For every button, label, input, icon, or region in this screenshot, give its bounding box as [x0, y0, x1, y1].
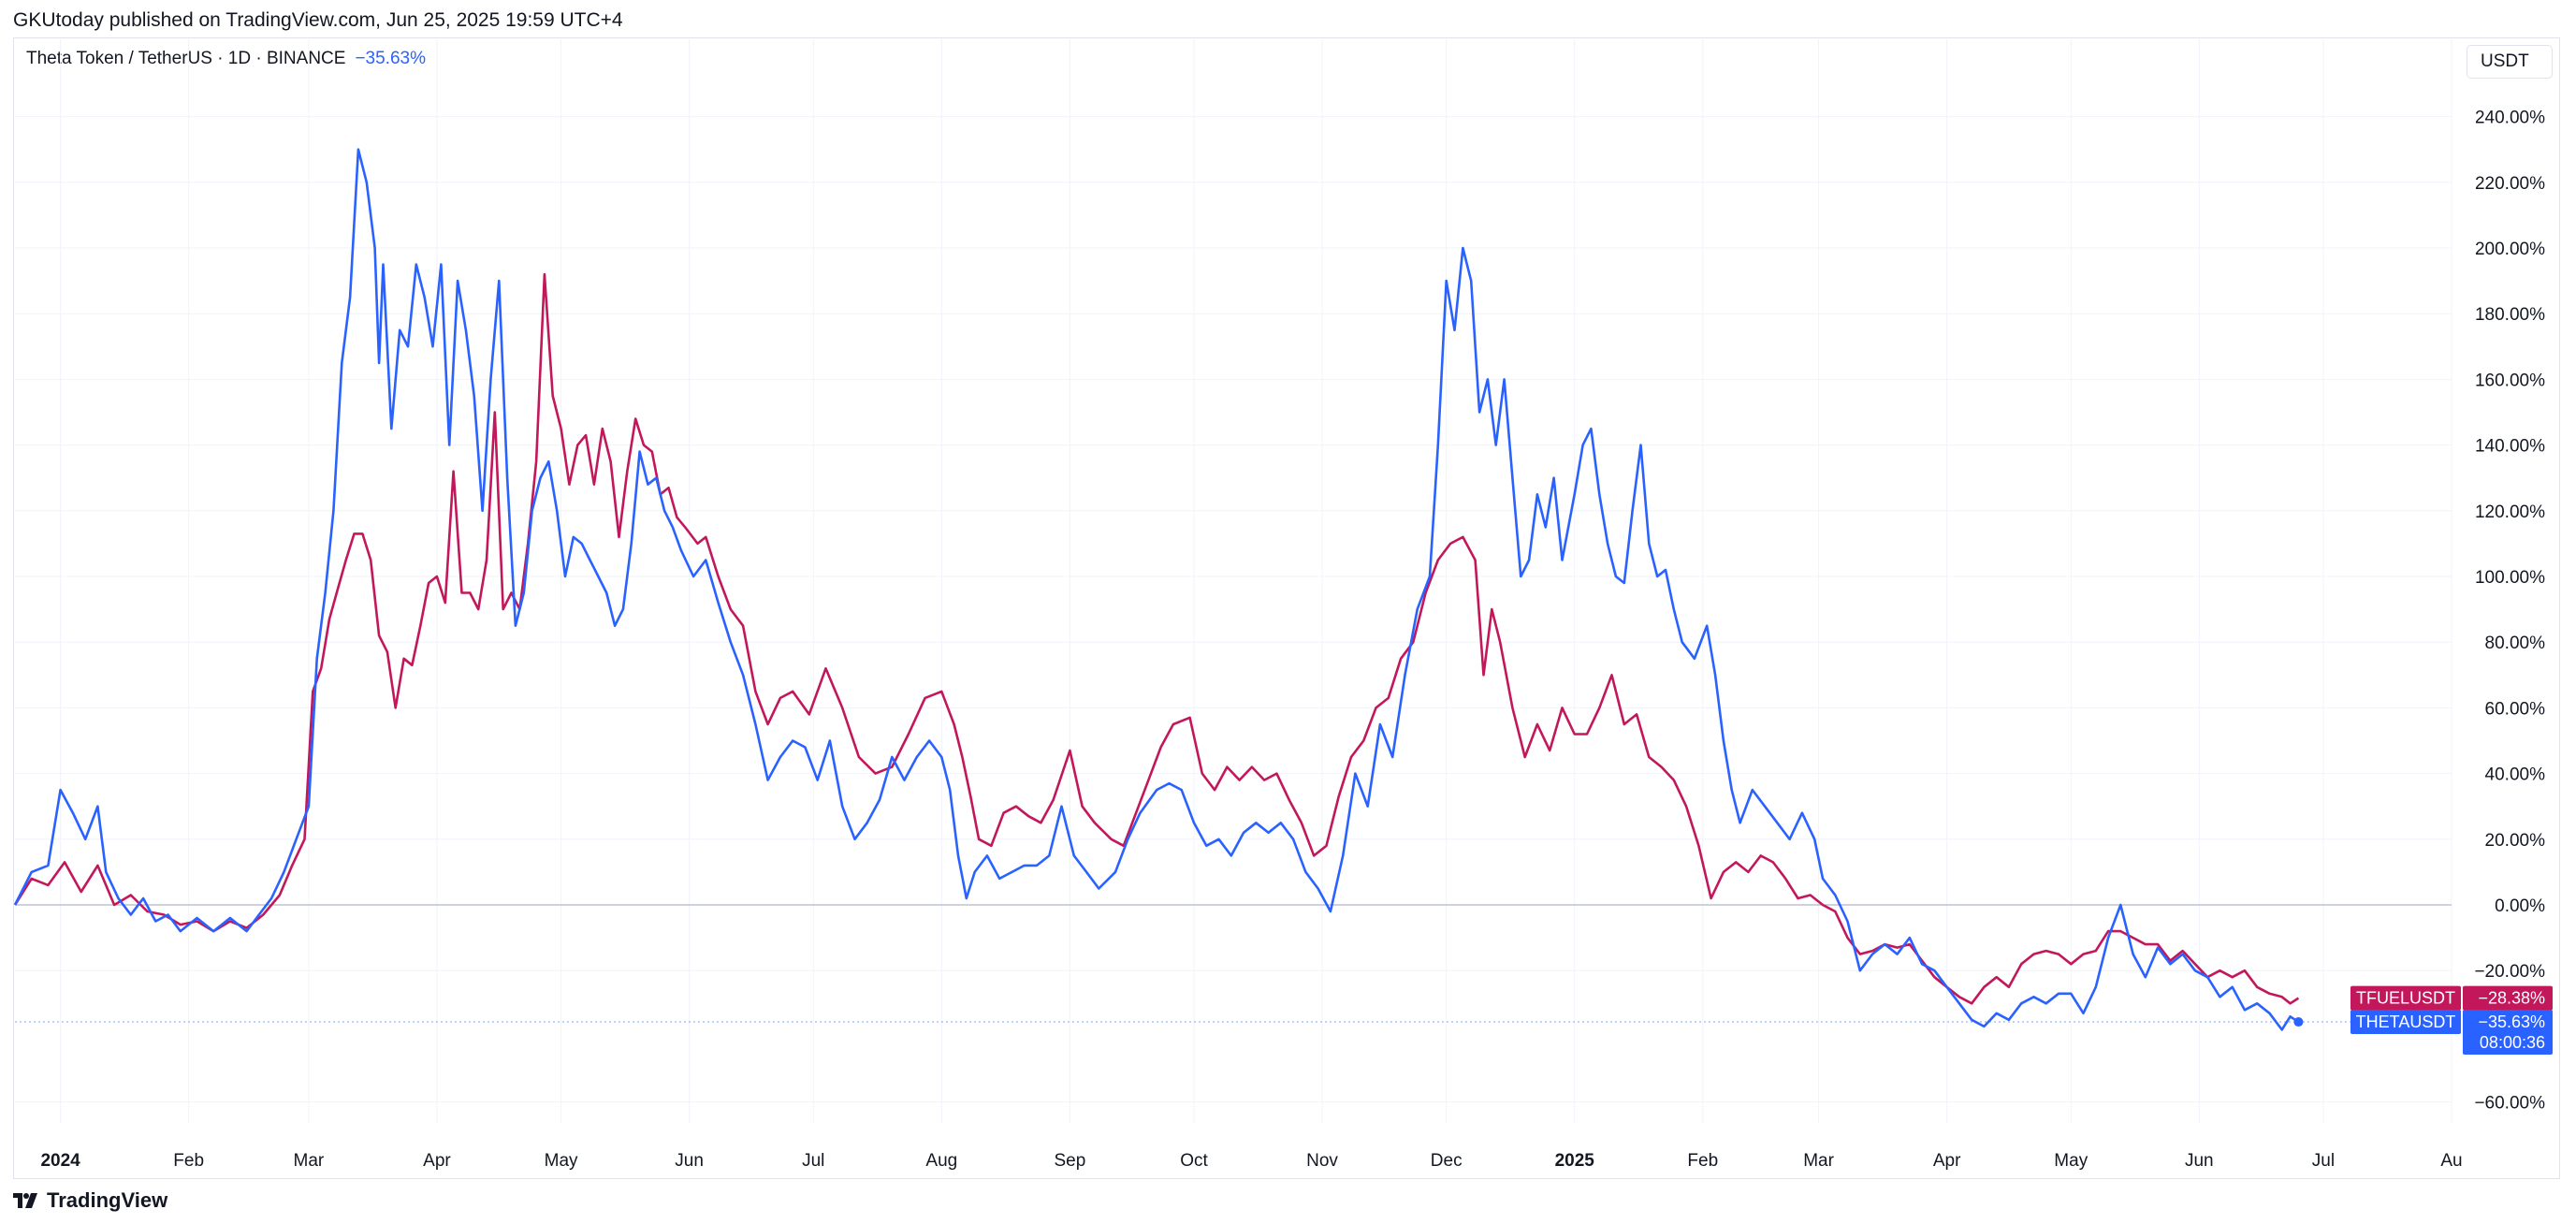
- currency-unit-button[interactable]: USDT: [2467, 45, 2553, 79]
- x-tick-label: Aug: [925, 1151, 957, 1171]
- x-tick-label: Jun: [2185, 1151, 2214, 1171]
- last-value-label: −28.38%: [2478, 989, 2545, 1008]
- x-tick-label: Oct: [1180, 1151, 1208, 1171]
- y-tick-label: 80.00%: [2485, 634, 2546, 653]
- x-tick-label: Jul: [2312, 1151, 2335, 1171]
- series-line-tfuelusdt: [13, 272, 2300, 1005]
- y-tick-label: −20.00%: [2474, 962, 2545, 982]
- x-tick-label: Mar: [1803, 1151, 1834, 1171]
- x-axis[interactable]: 2024 Feb Mar Apr May Jun Jul Aug Sep Oct Nov Dec 202…: [40, 1151, 2462, 1171]
- tradingview-logo-icon: [13, 1193, 37, 1208]
- symbol-legend[interactable]: Theta Token / TetherUS · 1D · BINANCE −3…: [26, 49, 426, 69]
- last-value-tag: [2463, 985, 2553, 1011]
- series-name-tag: [2350, 985, 2461, 1011]
- y-tick-label: −60.00%: [2474, 1094, 2545, 1114]
- x-tick-label: Sep: [1054, 1151, 1085, 1171]
- series-name-tag: [2350, 1010, 2461, 1035]
- y-tick-label: 180.00%: [2475, 305, 2545, 325]
- y-tick-label: 200.00%: [2475, 240, 2545, 259]
- x-tick-label: May: [545, 1151, 578, 1171]
- y-tick-label: 20.00%: [2485, 831, 2546, 851]
- x-tick-label: Dec: [1431, 1151, 1463, 1171]
- y-tick-label: 40.00%: [2485, 765, 2546, 785]
- series-name-label: TFUELUSDT: [2356, 989, 2455, 1008]
- y-tick-label: 0.00%: [2495, 896, 2545, 916]
- y-tick-label: 100.00%: [2475, 568, 2545, 588]
- x-tick-label: Feb: [1687, 1151, 1718, 1171]
- y-tick-label: 120.00%: [2475, 503, 2545, 522]
- x-tick-label: Jul: [802, 1151, 824, 1171]
- y-tick-label: 140.00%: [2475, 437, 2545, 457]
- x-tick-label: Mar: [294, 1151, 325, 1171]
- y-tick-label: 240.00%: [2475, 109, 2545, 128]
- y-axis[interactable]: 240.00% 220.00% 200.00% 180.00% 160.00% 140.0…: [2474, 109, 2545, 1114]
- last-point-marker: [2293, 1017, 2304, 1027]
- x-tick-label: Feb: [173, 1151, 204, 1171]
- last-value-labels: TFUELUSDT −28.38% THETAUSDT −35.63% 08:00:36: [2350, 985, 2553, 1056]
- y-tick-label: 220.00%: [2475, 174, 2545, 194]
- series-layer: [13, 148, 2304, 1031]
- y-tick-label: 160.00%: [2475, 371, 2545, 390]
- x-tick-label: 2024: [40, 1151, 80, 1171]
- x-tick-label: Au: [2440, 1151, 2462, 1171]
- publish-info: GKUtoday published on TradingView.com, J…: [13, 9, 623, 31]
- bar-countdown-timer: 08:00:36: [2480, 1033, 2545, 1052]
- grid-lines: [15, 39, 2452, 1123]
- y-tick-label: 60.00%: [2485, 699, 2546, 719]
- chart-frame: [13, 37, 2560, 1179]
- x-tick-label: May: [2054, 1151, 2088, 1171]
- series-name-label: THETAUSDT: [2356, 1013, 2456, 1031]
- symbol-change: −35.63%: [355, 49, 426, 68]
- last-value-tag: [2463, 1010, 2553, 1056]
- x-tick-label: Nov: [1306, 1151, 1338, 1171]
- footer-brand: TradingView: [47, 1188, 168, 1212]
- x-tick-label: Jun: [675, 1151, 704, 1171]
- x-tick-label: 2025: [1555, 1151, 1595, 1171]
- footer: TradingView: [13, 1188, 167, 1213]
- last-value-label: −35.63%: [2478, 1013, 2545, 1031]
- symbol-title[interactable]: Theta Token / TetherUS · 1D · BINANCE: [26, 49, 346, 68]
- x-tick-label: Apr: [1933, 1151, 1961, 1171]
- x-tick-label: Apr: [423, 1151, 451, 1171]
- series-line-thetausdt: [13, 148, 2300, 1031]
